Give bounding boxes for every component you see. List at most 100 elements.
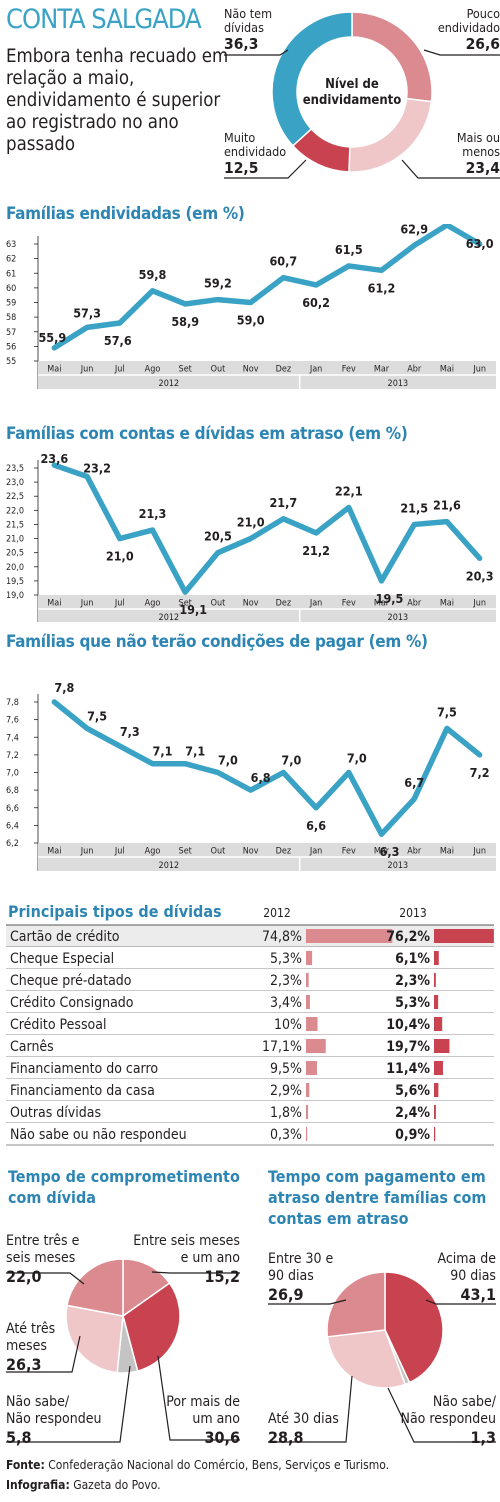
table-title: Principais tipos de dívidas <box>8 902 222 921</box>
data-label: 22,1 <box>335 484 363 499</box>
pie-slice-label: meses <box>6 1338 47 1354</box>
x-tick-label: Dez <box>276 599 291 609</box>
value-2013: 6,1% <box>395 951 430 967</box>
bar-2012 <box>306 1127 308 1141</box>
col-header-2012: 2012 <box>263 906 290 920</box>
x-tick-label: Nov <box>243 847 259 857</box>
donut-slice-label: Pouco <box>467 6 500 21</box>
table-row <box>6 991 494 1013</box>
x-tick-label: Set <box>179 599 192 609</box>
x-tick-label: Mar <box>374 599 390 609</box>
donut-slice-value: 26,6 <box>466 35 500 53</box>
source-line: Fonte: Confederação Nacional do Comércio… <box>6 1458 389 1472</box>
donut-slice-value: 12,5 <box>224 159 258 177</box>
y-tick-label: 63 <box>6 240 16 250</box>
year-label: 2012 <box>159 861 180 871</box>
y-tick-label: 20,5 <box>6 549 24 559</box>
x-tick-label: Dez <box>276 365 291 375</box>
data-label: 6,7 <box>404 775 424 790</box>
row-label: Outras dívidas <box>10 1105 101 1121</box>
data-label: 59,8 <box>139 267 167 282</box>
pie-slice-label: Não respondeu <box>401 1411 496 1427</box>
row-label: Crédito Pessoal <box>10 1017 106 1033</box>
data-label: 7,3 <box>120 724 140 739</box>
bar-2013 <box>434 1039 450 1053</box>
x-tick-label: Fev <box>342 599 356 609</box>
x-tick-label: Mai <box>440 599 454 609</box>
y-tick-label: 6,8 <box>6 786 19 796</box>
value-2012: 0,3% <box>270 1127 302 1143</box>
pie-slice-label: Entre 30 e <box>268 1251 334 1267</box>
value-2012: 10% <box>274 1017 302 1033</box>
pie-slice-value: 1,3 <box>471 1428 497 1447</box>
x-tick-label: Fev <box>342 847 356 857</box>
data-label: 62,9 <box>400 224 428 236</box>
pie-slice-label: seis meses <box>6 1250 75 1266</box>
bar-2012 <box>306 951 313 965</box>
pie-slice-value: 30,6 <box>204 1428 240 1447</box>
leader-line <box>268 1299 347 1305</box>
data-label: 57,6 <box>104 333 132 348</box>
year-label: 2012 <box>159 613 180 622</box>
bar-2013 <box>434 929 494 943</box>
bar-2013 <box>434 995 439 1009</box>
value-2012: 74,8% <box>262 929 302 945</box>
donut-slice-value: 23,4 <box>466 159 500 177</box>
value-2013: 2,4% <box>395 1105 430 1121</box>
table-row <box>6 1035 494 1057</box>
y-tick-label: 6,6 <box>6 804 19 814</box>
value-2012: 2,3% <box>270 973 302 989</box>
pie-chart-atraso: Tempo com pagamento em atraso dentre famí… <box>268 1167 497 1447</box>
data-label: 58,9 <box>171 314 199 329</box>
pie-slice-label: Entre seis meses <box>133 1233 240 1249</box>
y-tick-label: 7,0 <box>6 769 19 779</box>
year-label: 2013 <box>388 613 409 622</box>
bar-2012 <box>306 995 310 1009</box>
leader-line <box>6 1335 81 1373</box>
row-label: Não sabe ou não respondeu <box>10 1127 187 1143</box>
page-subtitle: Embora tenha recuado em relação a maio, … <box>6 46 229 155</box>
data-label: 7,1 <box>153 744 173 759</box>
data-label: 57,3 <box>73 305 101 320</box>
x-tick-label: Out <box>211 847 226 857</box>
data-label: 59,0 <box>237 313 265 328</box>
table-row <box>6 1079 494 1101</box>
line-chart-pagar: 6,2 6,4 6,6 6,8 7,0 7,2 7,4 7,6 7,8 Mai Jun Jul Ago S… <box>6 680 496 871</box>
y-tick-label: 7,2 <box>6 751 19 761</box>
x-axis-band <box>38 843 496 857</box>
chart-title-endividadas: Famílias endividadas (em %) <box>6 204 245 224</box>
year-band <box>38 857 496 871</box>
leader-line <box>6 1272 85 1285</box>
pie-slice-label: Não sabe/ <box>6 1394 70 1410</box>
value-2012: 3,4% <box>270 995 302 1011</box>
pie-slice-label: Acima de <box>437 1251 496 1267</box>
bar-2012 <box>306 1017 318 1031</box>
data-label: 21,7 <box>269 495 297 510</box>
y-tick-label: 61 <box>6 269 16 279</box>
x-tick-label: Jun <box>472 847 486 857</box>
pie-slice <box>326 1271 386 1338</box>
x-tick-label: Fev <box>342 365 356 375</box>
year-band <box>38 375 496 389</box>
pie-slice-label: um ano <box>192 1411 240 1427</box>
data-label: 7,5 <box>87 708 107 723</box>
page-title: CONTA SALGADA <box>6 4 202 35</box>
pie-slice <box>122 1258 171 1318</box>
bar-2013 <box>434 1061 443 1075</box>
col-header-2013: 2013 <box>399 906 426 920</box>
pie-slice-value: 22,0 <box>6 1267 42 1286</box>
leader-line <box>425 1299 496 1305</box>
x-tick-label: Out <box>211 599 226 609</box>
x-tick-label: Nov <box>243 599 259 609</box>
x-tick-label: Jul <box>114 599 125 609</box>
series-line <box>51 224 483 351</box>
table-row <box>6 1057 494 1079</box>
x-tick-label: Mai <box>47 365 61 375</box>
pie-slice <box>384 1271 444 1384</box>
y-tick-label: 7,8 <box>6 698 19 708</box>
y-tick-label: 19,5 <box>6 577 24 587</box>
y-tick-label: 21,0 <box>6 535 24 545</box>
row-label: Financiamento do carro <box>10 1061 158 1077</box>
x-tick-label: Jan <box>309 847 322 857</box>
source-label: Fonte: <box>6 1458 45 1472</box>
